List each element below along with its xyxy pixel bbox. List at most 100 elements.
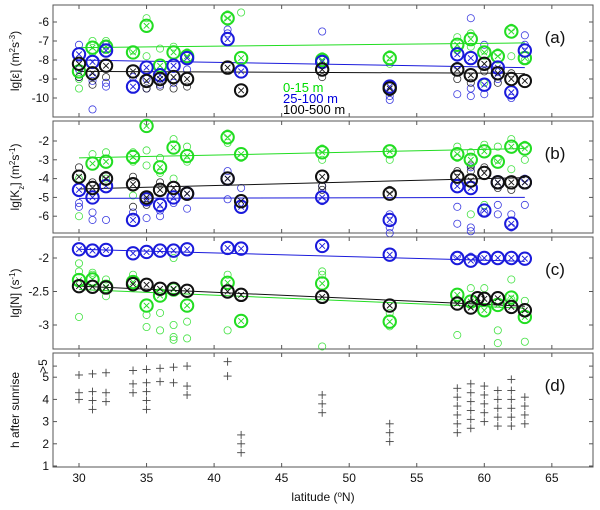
mean-marker bbox=[450, 296, 465, 311]
plus-marker bbox=[318, 408, 327, 417]
data-point bbox=[507, 185, 516, 194]
mean-marker bbox=[71, 47, 87, 62]
mean-marker bbox=[98, 58, 114, 73]
y-axis-label: lg[N] (s-1) bbox=[8, 268, 23, 317]
mean-marker bbox=[71, 56, 87, 71]
data-point bbox=[183, 334, 192, 343]
plus-marker bbox=[318, 399, 327, 408]
plus-marker bbox=[480, 408, 489, 417]
data-point bbox=[75, 202, 84, 211]
mean-marker bbox=[152, 71, 168, 87]
mean-marker bbox=[98, 154, 114, 169]
data-point bbox=[318, 27, 327, 36]
mean-marker bbox=[139, 73, 154, 89]
y-tick-label: 5 bbox=[42, 370, 49, 384]
mean-marker bbox=[233, 287, 249, 303]
y-tick-label: -2.5 bbox=[28, 285, 49, 299]
y-tick-label: 4 bbox=[42, 392, 49, 406]
y-tick-label: -6 bbox=[38, 209, 49, 223]
mean-marker bbox=[314, 169, 330, 184]
data-point bbox=[129, 202, 138, 211]
mean-marker bbox=[382, 81, 397, 96]
mean-marker bbox=[98, 43, 114, 58]
mean-marker bbox=[139, 298, 154, 313]
mean-marker bbox=[463, 253, 478, 268]
mean-marker bbox=[314, 276, 330, 291]
mean-marker bbox=[477, 303, 492, 318]
data-point bbox=[318, 185, 327, 194]
plus-marker bbox=[385, 419, 394, 428]
plus-marker bbox=[385, 428, 394, 437]
mean-marker bbox=[517, 175, 533, 190]
mean-marker bbox=[71, 182, 87, 198]
y-tick-label: -2 bbox=[38, 134, 49, 148]
mean-marker bbox=[166, 69, 181, 85]
mean-marker bbox=[490, 66, 506, 81]
plus-marker bbox=[453, 428, 462, 437]
y-axis-label: lg[ε] (m2s-3) bbox=[8, 31, 23, 91]
plus-marker bbox=[507, 422, 516, 431]
mean-marker bbox=[314, 289, 330, 305]
mean-marker bbox=[463, 152, 478, 168]
data-point bbox=[142, 14, 151, 23]
mean-marker bbox=[504, 139, 519, 154]
y-tick-label: -6 bbox=[38, 15, 49, 29]
axes-frame bbox=[52, 352, 594, 468]
plus-marker bbox=[169, 363, 178, 372]
mean-marker bbox=[166, 45, 181, 60]
data-point bbox=[142, 161, 151, 170]
mean-marker bbox=[179, 71, 195, 87]
fit-line bbox=[78, 177, 525, 190]
mean-marker bbox=[98, 242, 114, 258]
mean-marker bbox=[179, 298, 195, 313]
y-tick-label: -4 bbox=[38, 172, 49, 186]
data-point bbox=[385, 223, 394, 232]
data-point bbox=[156, 82, 165, 91]
data-point bbox=[183, 204, 192, 213]
y-tick-label: 3 bbox=[42, 415, 49, 429]
data-point bbox=[88, 105, 97, 114]
plus-marker bbox=[142, 378, 151, 387]
mean-marker bbox=[504, 175, 519, 190]
mean-marker bbox=[382, 247, 397, 262]
plus-marker bbox=[156, 377, 165, 386]
mean-marker bbox=[166, 140, 181, 155]
mean-marker bbox=[477, 77, 492, 92]
plus-marker bbox=[507, 413, 516, 422]
data-point bbox=[88, 268, 97, 277]
plus-marker bbox=[183, 390, 192, 399]
mean-marker bbox=[504, 290, 519, 305]
mean-marker bbox=[477, 203, 492, 218]
data-point bbox=[223, 167, 232, 176]
data-point bbox=[466, 78, 475, 87]
mean-marker bbox=[450, 169, 465, 184]
mean-marker bbox=[179, 50, 195, 66]
mean-marker bbox=[477, 165, 492, 181]
data-point bbox=[156, 326, 165, 335]
mean-marker bbox=[85, 156, 100, 171]
mean-marker bbox=[382, 314, 397, 329]
plus-marker bbox=[75, 395, 83, 404]
plus-marker bbox=[102, 368, 111, 377]
data-point bbox=[480, 140, 489, 149]
plus-marker bbox=[142, 396, 151, 405]
mean-marker bbox=[450, 178, 465, 194]
data-point bbox=[493, 200, 502, 209]
mean-marker bbox=[139, 18, 154, 33]
data-point bbox=[102, 215, 111, 224]
data-point bbox=[318, 267, 327, 276]
plus-marker bbox=[520, 393, 529, 402]
mean-marker bbox=[98, 280, 114, 295]
mean-marker bbox=[179, 186, 195, 201]
mean-marker bbox=[220, 284, 235, 299]
data-point bbox=[318, 270, 327, 279]
data-point bbox=[129, 172, 138, 181]
mean-marker bbox=[85, 66, 100, 81]
mean-marker bbox=[490, 250, 506, 266]
y-tick-label: -3 bbox=[38, 153, 49, 167]
data-point bbox=[75, 84, 84, 93]
data-point bbox=[480, 40, 489, 49]
data-point bbox=[520, 31, 529, 40]
plus-marker bbox=[493, 386, 502, 395]
plus-marker bbox=[223, 372, 232, 381]
